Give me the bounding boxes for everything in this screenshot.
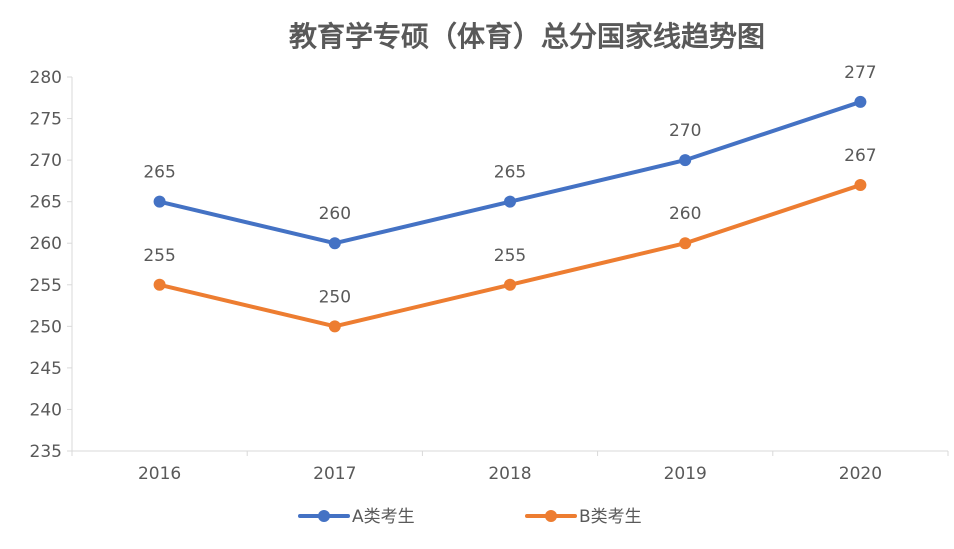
data-label: 260: [319, 204, 351, 224]
axes: 235 240 245 250 255 260 265 270 275 280 2016 2017 20…: [30, 68, 949, 484]
y-tick-label: 235: [30, 442, 62, 462]
data-label: 277: [844, 63, 876, 83]
data-point: [328, 320, 341, 333]
data-labels: 265 260 265 270 277 255 250 255 260 267: [143, 63, 876, 307]
legend: A类考生 B类考生: [298, 507, 642, 527]
y-tick-label: 250: [30, 317, 62, 337]
series-layer: [153, 95, 867, 333]
y-tick-label: 255: [30, 276, 62, 296]
legend-marker: [318, 510, 330, 522]
legend-label: A类考生: [352, 507, 415, 527]
data-label: 260: [669, 204, 701, 224]
data-point: [153, 195, 166, 208]
data-point: [679, 237, 692, 250]
chart-title: 教育学专硕（体育）总分国家线趋势图: [289, 20, 765, 53]
data-label: 265: [494, 163, 526, 183]
data-label: 250: [319, 287, 351, 307]
data-point: [854, 95, 867, 108]
x-tick-label: 2020: [839, 464, 882, 484]
data-label: 255: [494, 246, 526, 266]
legend-label: B类考生: [579, 507, 642, 527]
y-tick-label: 245: [30, 359, 62, 379]
y-tick-label: 280: [30, 68, 62, 88]
data-point: [504, 278, 516, 291]
y-tick-label: 270: [30, 151, 62, 171]
data-label: 270: [669, 121, 701, 141]
data-point: [504, 195, 516, 208]
y-tick-label: 240: [30, 400, 62, 420]
x-tick-label: 2019: [664, 464, 707, 484]
data-label: 267: [844, 146, 876, 166]
data-point: [153, 278, 166, 291]
x-tick-label: 2016: [138, 464, 181, 484]
data-label: 265: [143, 163, 175, 183]
data-label: 255: [143, 246, 175, 266]
x-tick-label: 2018: [488, 464, 531, 484]
data-point: [854, 179, 867, 192]
x-tick-label: 2017: [313, 464, 356, 484]
y-tick-label: 265: [30, 193, 62, 213]
y-tick-label: 260: [30, 234, 62, 254]
y-tick-label: 275: [30, 110, 62, 130]
legend-marker: [545, 510, 557, 522]
data-point: [679, 154, 692, 167]
data-point: [328, 237, 341, 250]
